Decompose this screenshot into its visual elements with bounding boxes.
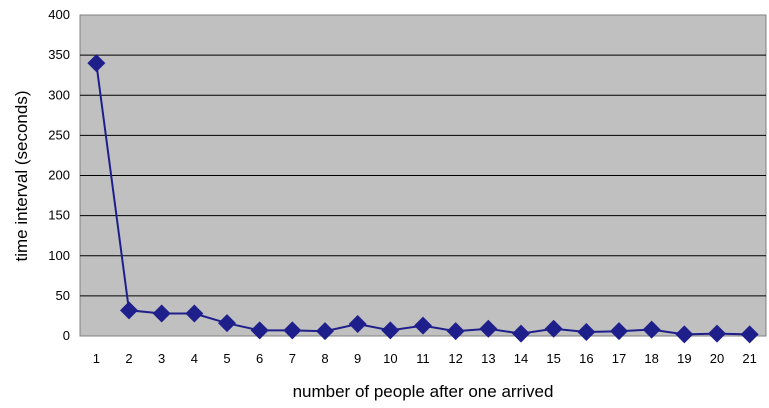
x-tick-label: 9	[354, 351, 361, 366]
x-tick-label: 3	[158, 351, 165, 366]
x-tick-label: 15	[546, 351, 560, 366]
y-tick-label: 400	[48, 7, 70, 22]
y-tick-label: 50	[56, 288, 70, 303]
data-point-marker	[479, 319, 498, 338]
data-point-marker	[218, 314, 236, 333]
x-tick-label: 11	[416, 351, 430, 366]
data-point-marker	[577, 322, 596, 341]
data-point-marker	[675, 325, 694, 344]
y-tick-label: 300	[48, 87, 70, 102]
x-tick-label: 20	[710, 351, 724, 366]
x-tick-label: 19	[677, 351, 691, 366]
data-point-marker	[283, 321, 302, 340]
x-tick-label: 13	[481, 351, 495, 366]
x-tick-label: 10	[383, 351, 397, 366]
data-point-marker	[544, 319, 563, 338]
data-point-marker	[185, 304, 204, 323]
data-point-marker	[414, 316, 432, 335]
x-tick-label: 17	[612, 351, 626, 366]
y-tick-label: 250	[48, 127, 70, 142]
y-axis-title: time interval (seconds)	[12, 90, 31, 261]
data-point-marker	[316, 322, 334, 341]
x-tick-label: 21	[742, 351, 756, 366]
x-tick-label: 7	[289, 351, 296, 366]
data-point-marker	[152, 304, 171, 323]
gridlines	[80, 54, 766, 297]
x-tick-label: 4	[191, 351, 198, 366]
x-tick-label: 5	[223, 351, 230, 366]
data-point-marker	[708, 324, 726, 343]
x-tick-label: 16	[579, 351, 593, 366]
data-point-marker	[446, 322, 465, 341]
data-point-marker	[740, 325, 759, 344]
x-tick-label: 12	[448, 351, 462, 366]
x-tick-label: 8	[321, 351, 328, 366]
x-tick-label: 6	[256, 351, 263, 366]
data-point-marker	[610, 322, 628, 341]
y-tick-label: 100	[48, 248, 70, 263]
data-point-marker	[250, 321, 269, 340]
x-tick-label: 2	[125, 351, 132, 366]
y-tick-label: 150	[48, 208, 70, 223]
x-axis-title: number of people after one arrived	[293, 382, 554, 401]
data-point-marker	[87, 54, 106, 73]
x-tick-label: 14	[514, 351, 528, 366]
y-tick-label: 200	[48, 168, 70, 183]
data-point-marker	[512, 324, 530, 343]
data-point-marker	[120, 301, 138, 320]
data-point-marker	[381, 321, 400, 340]
data-point-marker	[642, 320, 661, 339]
y-tick-labels: 0 50 100 150 200 250 300 350 400	[48, 7, 70, 343]
y-tick-label: 0	[63, 328, 70, 343]
x-tick-labels: 1 2 3 4 5 6 7 8 9 10 11 12 13 14 15 16 17 18 19 20 21	[93, 351, 757, 366]
x-tick-label: 18	[644, 351, 658, 366]
data-point-marker	[348, 314, 367, 333]
y-tick-label: 350	[48, 47, 70, 62]
data-markers	[87, 54, 759, 344]
x-tick-label: 1	[93, 351, 100, 366]
